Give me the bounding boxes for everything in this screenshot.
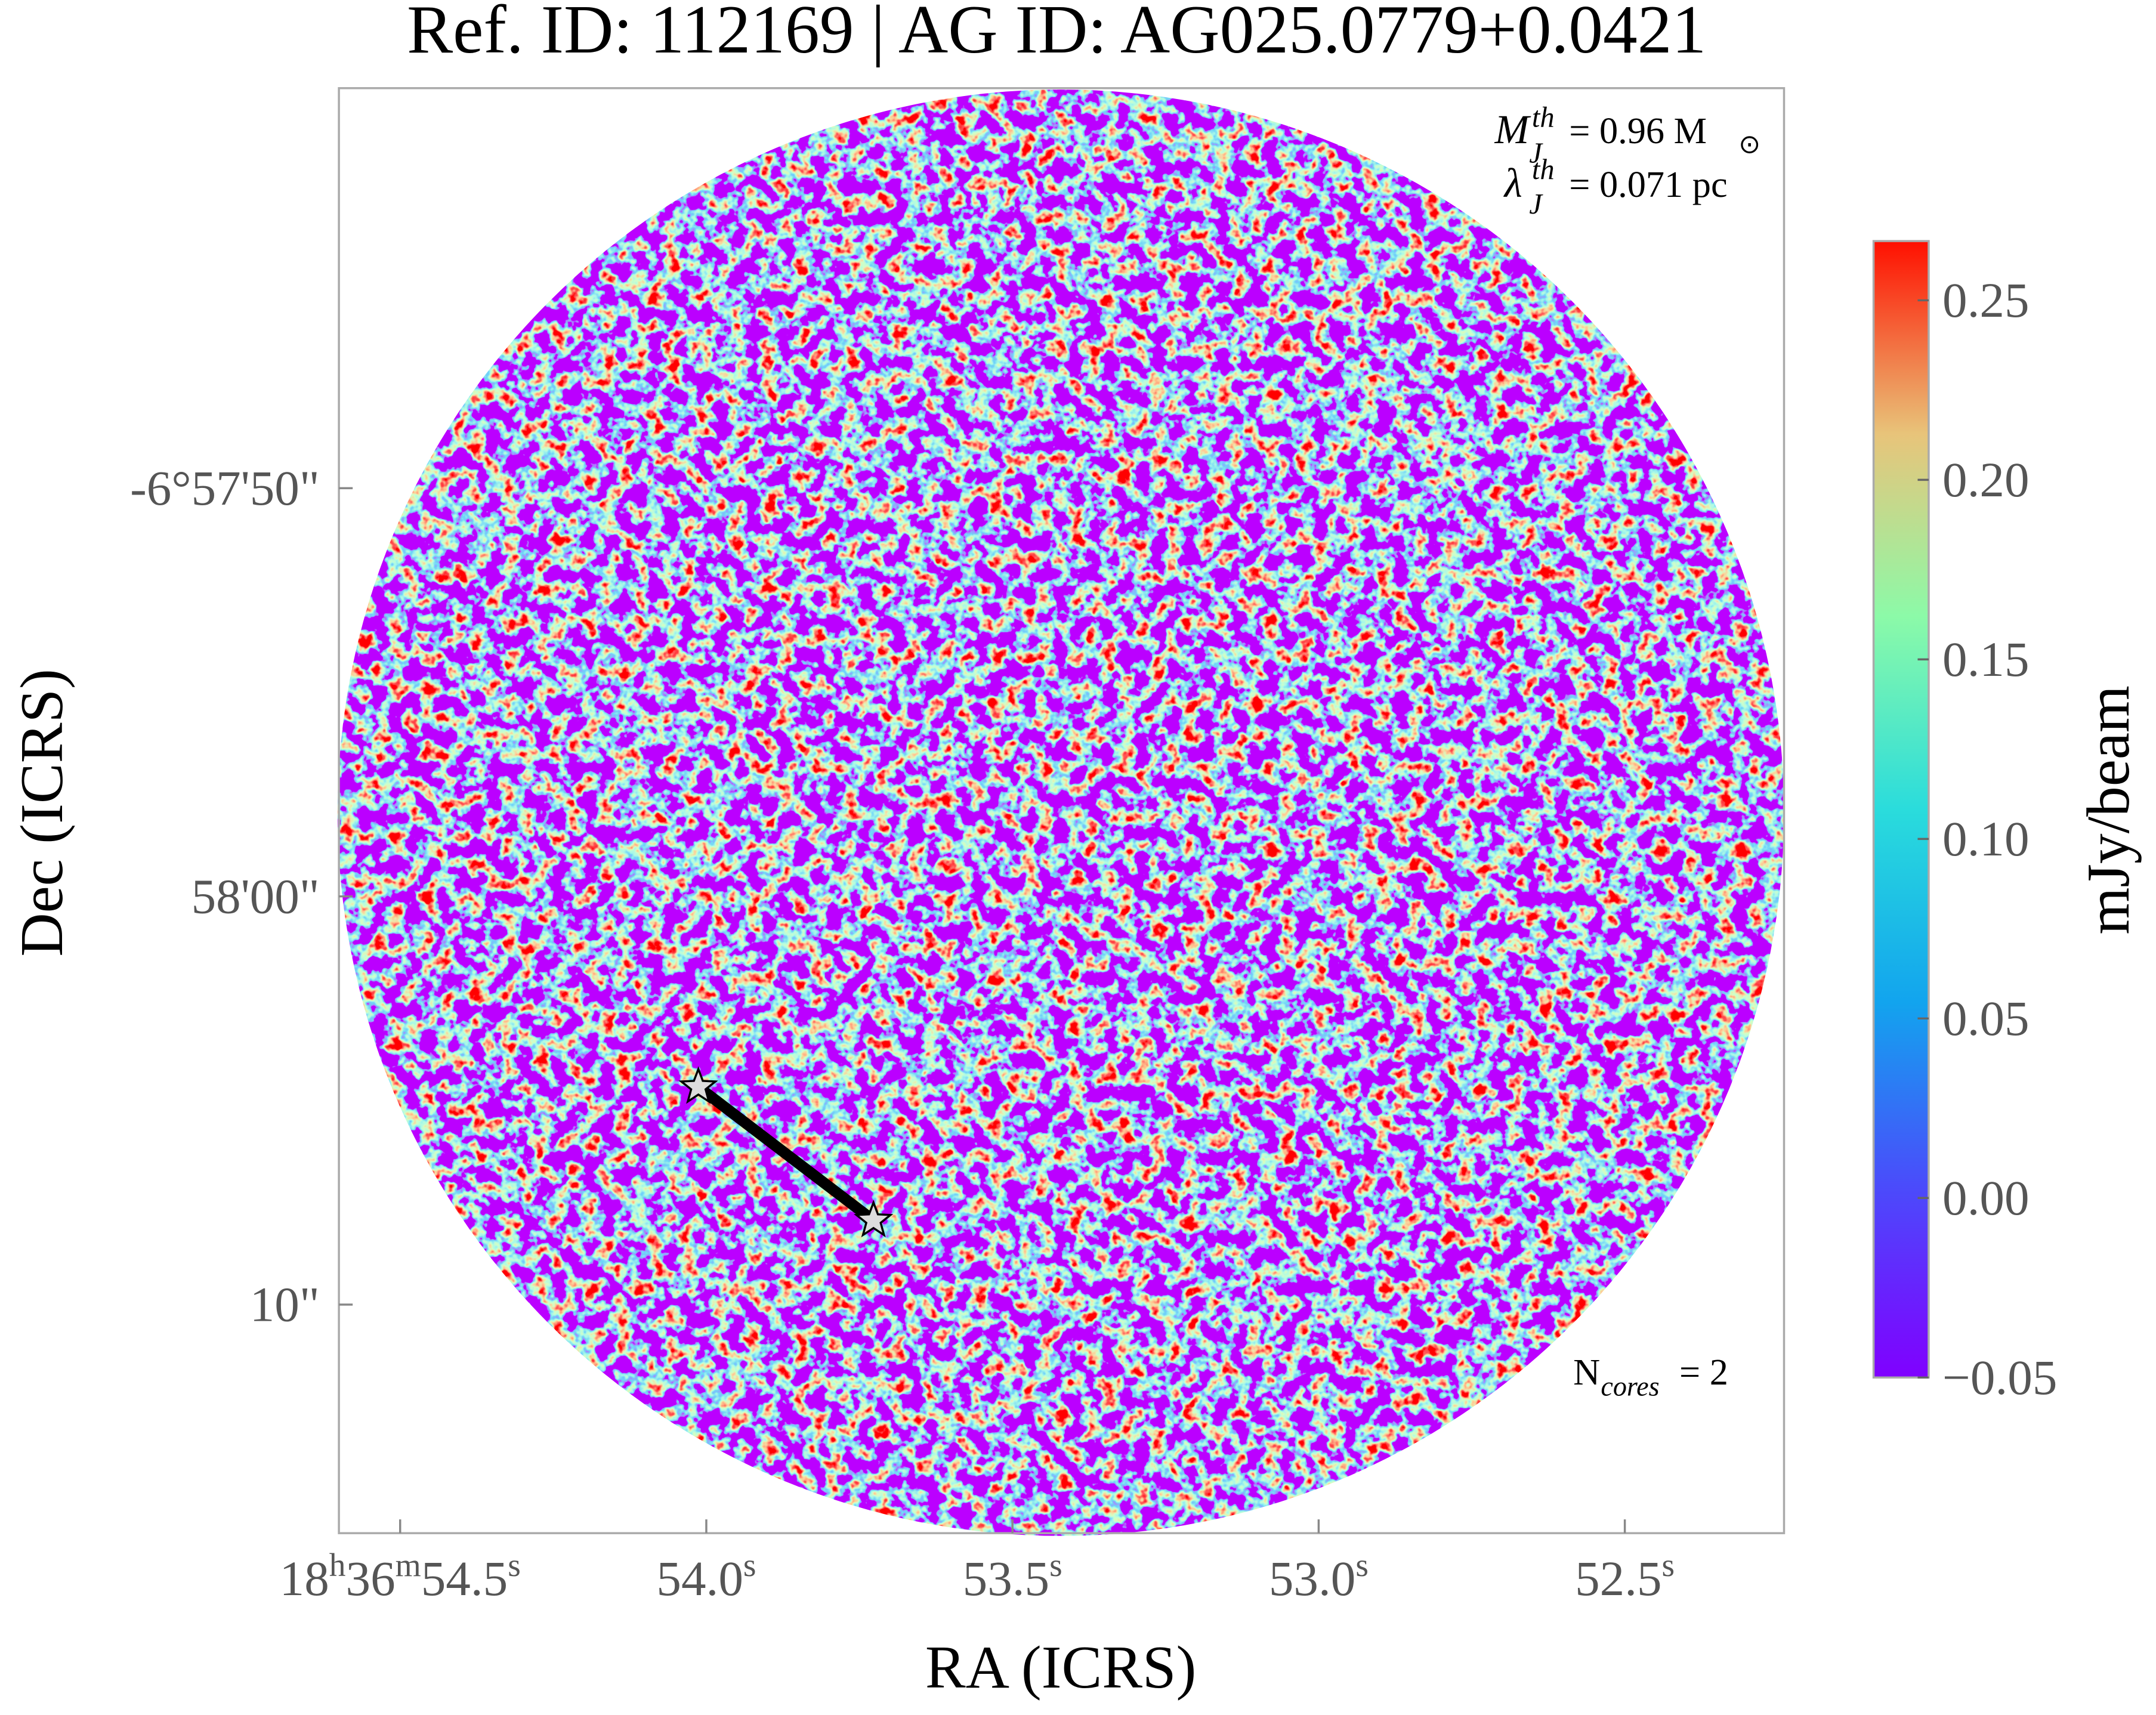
jeans-length: λ th J = 0.071 pc — [1503, 154, 1728, 220]
core-separation — [695, 1082, 877, 1225]
jeans-mass: M th J = 0.96 M ⊙ — [1494, 101, 1760, 169]
tick-part: 53.0 — [1269, 1551, 1355, 1606]
x-tick-label: 52.5s — [1575, 1547, 1675, 1606]
superscript: th — [1532, 101, 1555, 133]
tick-part: 54.0 — [656, 1551, 743, 1606]
subscript: J — [1529, 137, 1543, 169]
tick-superscript: s — [1355, 1547, 1369, 1583]
core-count: N cores = 2 — [1573, 1352, 1728, 1401]
y-tick-label: 58'00" — [191, 869, 320, 923]
x-tick-label: 18h36m54.5s — [280, 1547, 521, 1606]
colorbar-tick-label: 0.20 — [1942, 452, 2029, 507]
tick-part: 18 — [280, 1551, 329, 1606]
subscript: cores — [1601, 1371, 1659, 1401]
value: = 0.071 pc — [1569, 164, 1727, 205]
intensity-map — [337, 89, 1784, 1536]
x-tick-label: 53.5s — [963, 1547, 1062, 1606]
y-tick-label: 10" — [250, 1277, 320, 1332]
tick-part: 36 — [346, 1551, 396, 1606]
tick-superscript: s — [1049, 1547, 1062, 1583]
x-axis-label: RA (ICRS) — [925, 1633, 1196, 1701]
colorbar-tick-label: 0.25 — [1942, 273, 2029, 327]
colorbar-tick-label: −0.05 — [1942, 1350, 2057, 1405]
core-marker — [853, 1200, 894, 1238]
value: = 2 — [1679, 1352, 1728, 1393]
tick-superscript: s — [1662, 1547, 1675, 1583]
tick-part: 52.5 — [1575, 1551, 1661, 1606]
colorbar-tick-label: 0.00 — [1942, 1170, 2029, 1225]
y-tick-label: -6°57'50" — [130, 461, 320, 515]
x-tick-label: 54.0s — [656, 1547, 756, 1606]
x-tick-label: 53.0s — [1269, 1547, 1369, 1606]
noise-field — [337, 89, 1784, 1536]
unit-subscript: ⊙ — [1738, 130, 1760, 159]
symbol: M — [1494, 106, 1531, 152]
colorbar-tick-label: 0.10 — [1942, 811, 2029, 866]
superscript: th — [1532, 154, 1555, 186]
y-axis-label: Dec (ICRS) — [8, 669, 75, 956]
symbol: N — [1573, 1352, 1600, 1393]
value: = 0.96 M — [1569, 110, 1707, 152]
colorbar — [1872, 240, 1930, 1379]
subscript: J — [1529, 189, 1543, 220]
core-marker — [678, 1066, 718, 1104]
tick-superscript: s — [743, 1547, 756, 1583]
plot-frame — [338, 87, 1786, 1534]
tick-part: 54.5 — [421, 1551, 508, 1606]
chart-title: Ref. ID: 112169 | AG ID: AG025.0779+0.04… — [407, 0, 1706, 67]
colorbar-tick-label: 0.15 — [1942, 632, 2029, 687]
tick-part: 53.5 — [963, 1551, 1049, 1606]
colorbar-label: mJy/beam — [2074, 685, 2142, 935]
tick-superscript: h — [329, 1547, 346, 1583]
tick-superscript: m — [396, 1547, 421, 1583]
tick-superscript: s — [508, 1547, 521, 1583]
colorbar-tick-label: 0.05 — [1942, 991, 2029, 1046]
symbol: λ — [1503, 160, 1522, 206]
